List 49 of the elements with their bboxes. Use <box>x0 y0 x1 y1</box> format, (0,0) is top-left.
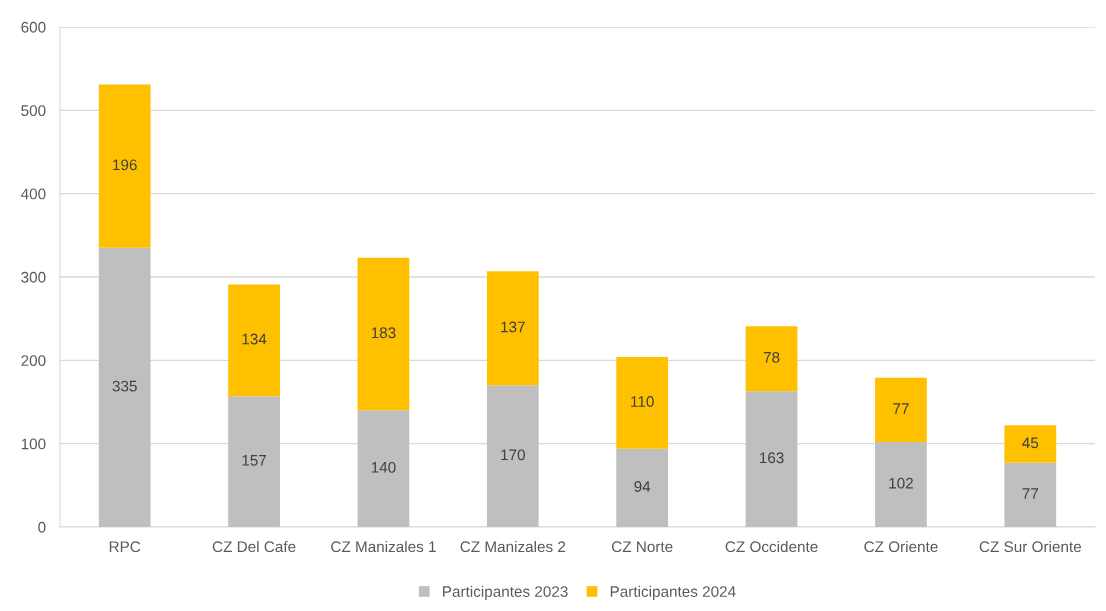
y-tick-label: 200 <box>21 355 46 367</box>
x-tick-label: RPC <box>109 541 141 553</box>
bar <box>357 410 410 527</box>
x-tick-label: CZ Oriente <box>864 540 938 553</box>
x-tick-label: CZ Norte <box>611 541 673 553</box>
bar <box>98 247 151 527</box>
x-tick-label: CZ Del Cafe <box>212 540 296 553</box>
x-tick-label: CZ Sur Oriente <box>979 540 1081 553</box>
data-label: 196 <box>113 159 137 171</box>
data-label: 134 <box>242 333 267 345</box>
legend-label: Participantes 2023 <box>443 585 568 600</box>
data-label: 140 <box>371 461 396 473</box>
data-label: 77 <box>1022 488 1039 499</box>
x-tick-label: CZ Manizales 2 <box>460 540 566 553</box>
bar <box>98 84 151 248</box>
data-label: 170 <box>501 449 525 461</box>
bar <box>745 391 798 527</box>
y-tick-label: 0 <box>38 521 46 533</box>
y-tick-label: 100 <box>21 438 46 450</box>
x-tick-label: CZ Occidente <box>725 540 818 553</box>
bar <box>357 257 410 411</box>
data-label: 163 <box>759 452 784 464</box>
y-tick-label: 500 <box>21 105 46 117</box>
legend-label: Participantes 2024 <box>610 585 736 600</box>
bar <box>228 284 280 397</box>
data-label: 137 <box>501 321 525 333</box>
bar <box>745 326 798 392</box>
x-tick-label: CZ Manizales 1 <box>331 540 436 553</box>
bar <box>875 442 927 527</box>
bar <box>875 377 927 442</box>
bar <box>1004 425 1057 463</box>
data-label: 110 <box>631 396 654 407</box>
bar <box>616 448 669 527</box>
data-label: 183 <box>371 327 396 339</box>
data-label: 102 <box>889 477 913 489</box>
bar <box>1004 462 1057 527</box>
data-label: 335 <box>112 380 137 392</box>
data-label: 78 <box>763 351 780 363</box>
bar <box>228 396 280 527</box>
data-label: 94 <box>634 481 651 492</box>
data-label: 157 <box>242 455 267 466</box>
y-tick-label: 300 <box>21 271 46 283</box>
y-tick-label: 400 <box>20 188 46 200</box>
data-label: 45 <box>1022 437 1039 449</box>
bar <box>486 271 539 386</box>
bar <box>486 385 539 527</box>
y-tick-label: 600 <box>21 21 46 33</box>
bar <box>616 357 669 449</box>
data-label: 77 <box>893 403 909 414</box>
